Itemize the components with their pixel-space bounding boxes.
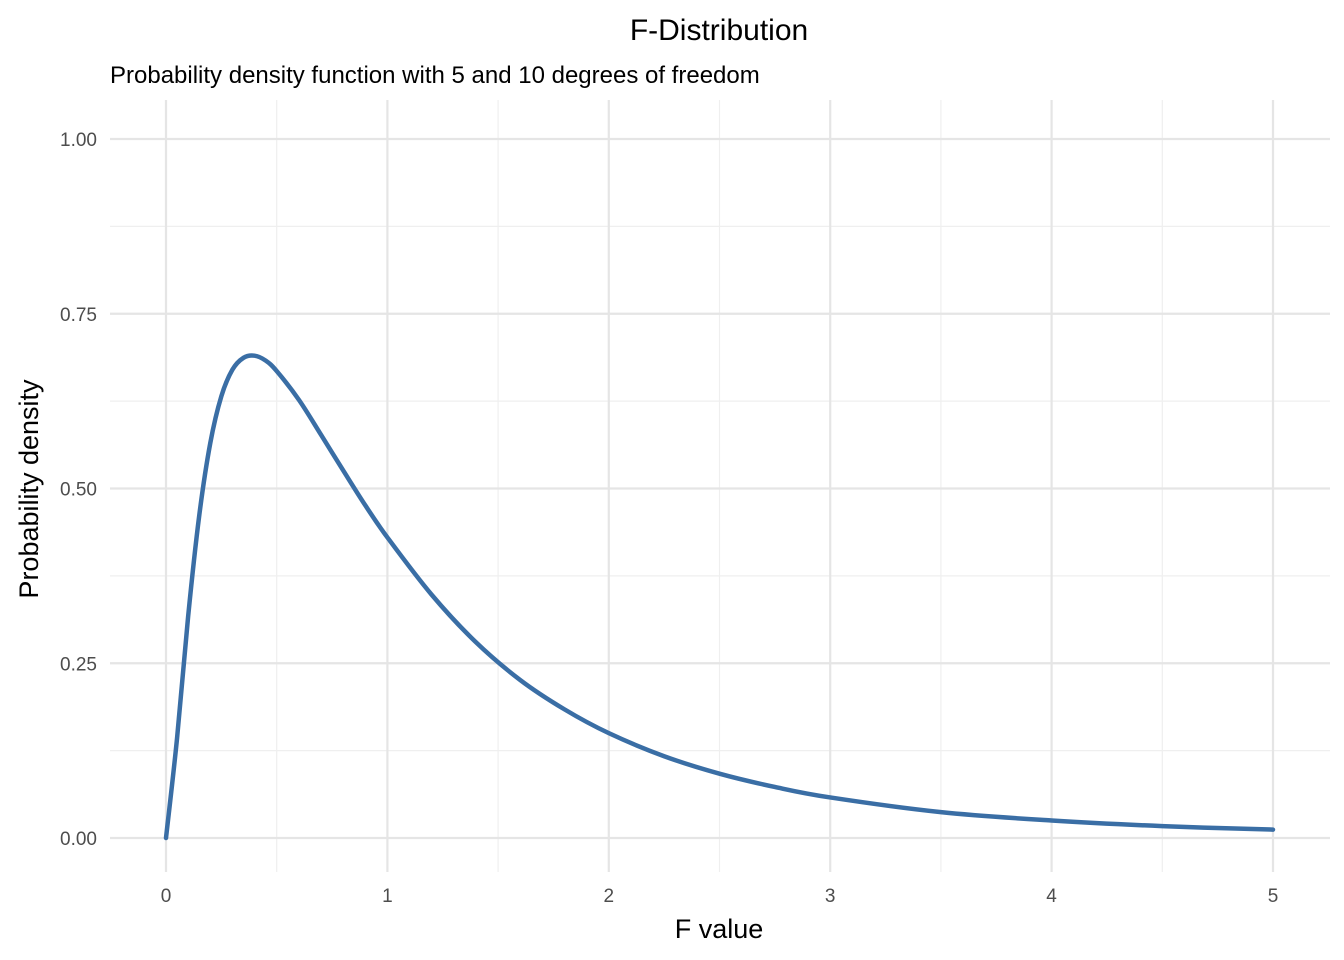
x-tick-label: 3 bbox=[825, 886, 836, 907]
y-tick-label: 0.25 bbox=[60, 654, 97, 675]
y-tick-label: 0.00 bbox=[60, 829, 97, 850]
chart-subtitle: Probability density function with 5 and … bbox=[110, 62, 760, 89]
grid bbox=[110, 100, 1330, 872]
x-tick-label: 4 bbox=[1046, 886, 1057, 907]
x-tick-label: 1 bbox=[382, 886, 393, 907]
y-axis-title: Probability density bbox=[14, 379, 44, 599]
plot-area bbox=[163, 353, 1276, 841]
x-axis-ticks: 0 1 2 3 4 5 bbox=[161, 886, 1279, 907]
y-tick-label: 0.75 bbox=[60, 305, 97, 326]
x-tick-label: 2 bbox=[604, 886, 615, 907]
y-tick-label: 0.50 bbox=[60, 480, 97, 501]
y-tick-label: 1.00 bbox=[60, 130, 97, 151]
density-curve bbox=[163, 353, 1276, 841]
y-axis-ticks: 0.00 0.25 0.50 0.75 1.00 bbox=[60, 130, 97, 850]
x-tick-label: 0 bbox=[161, 886, 172, 907]
x-tick-label: 5 bbox=[1268, 886, 1279, 907]
x-axis-title: F value bbox=[675, 914, 764, 944]
chart-title: F-Distribution bbox=[630, 14, 808, 47]
